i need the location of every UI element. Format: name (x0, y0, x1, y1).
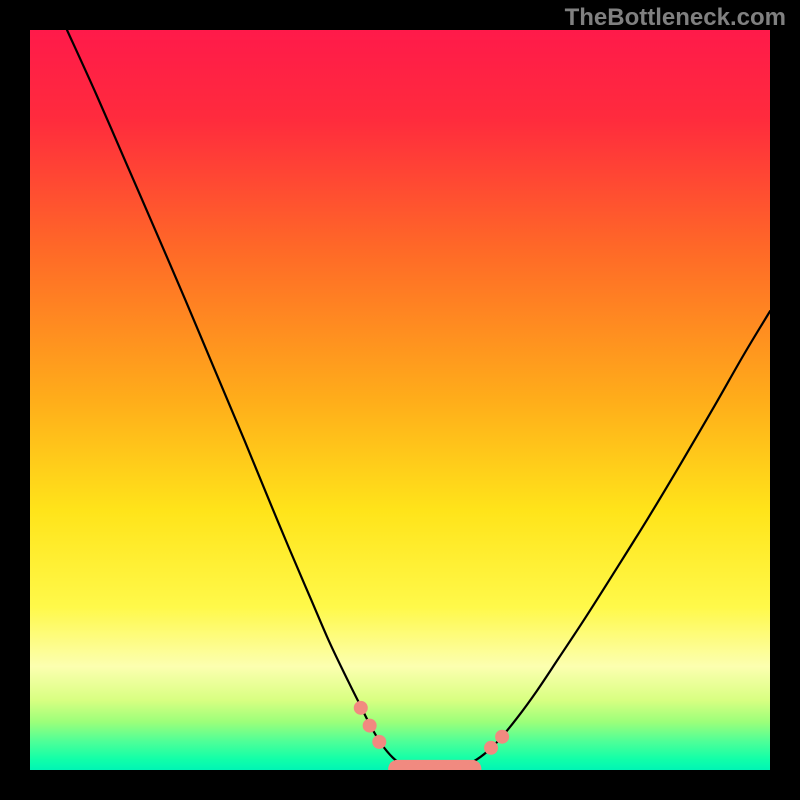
marker-point (363, 719, 377, 733)
marker-bottom-pill (388, 760, 481, 770)
marker-point (372, 735, 386, 749)
marker-point (484, 741, 498, 755)
bottleneck-chart (30, 30, 770, 770)
watermark-text: TheBottleneck.com (565, 4, 786, 32)
marker-point (495, 730, 509, 744)
marker-point (354, 701, 368, 715)
chart-background (30, 30, 770, 770)
